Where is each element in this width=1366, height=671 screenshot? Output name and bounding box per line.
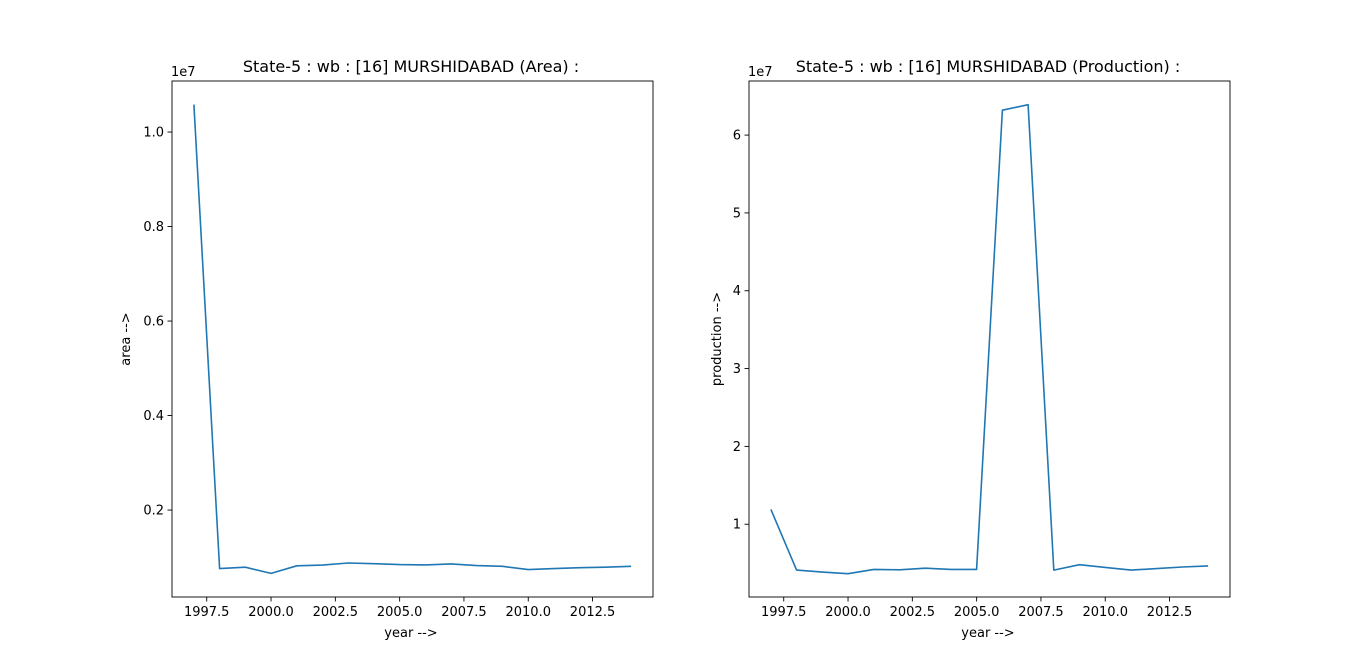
x-tick-label: 1997.5 bbox=[761, 605, 807, 620]
y-tick-label: 0.2 bbox=[143, 504, 164, 519]
y-tick-label: 6 bbox=[733, 129, 741, 144]
production-chart: State-5 : wb : [16] MURSHIDABAD (Product… bbox=[710, 57, 1231, 641]
x-tick-label: 2000.0 bbox=[825, 605, 871, 620]
x-tick-label: 2002.5 bbox=[313, 605, 359, 620]
chart-title: State-5 : wb : [16] MURSHIDABAD (Product… bbox=[796, 57, 1181, 76]
x-tick-label: 2010.0 bbox=[505, 605, 551, 620]
plot-frame bbox=[171, 80, 654, 598]
y-tick-label: 1 bbox=[733, 518, 741, 533]
area-chart: State-5 : wb : [16] MURSHIDABAD (Area) :… bbox=[119, 57, 654, 641]
plot-frame bbox=[748, 80, 1231, 598]
series-line-0 bbox=[193, 104, 632, 575]
y-tick-label: 2 bbox=[733, 440, 741, 455]
x-tick-label: 2012.5 bbox=[1147, 605, 1193, 620]
y-tick-label: 0.4 bbox=[143, 409, 164, 424]
y-axis-label: area --> bbox=[119, 312, 134, 365]
x-tick-label: 2002.5 bbox=[890, 605, 936, 620]
y-offset-text: 1e7 bbox=[171, 65, 196, 80]
y-tick-label: 0.6 bbox=[143, 315, 164, 330]
x-tick-label: 2000.0 bbox=[248, 605, 294, 620]
x-tick-label: 2012.5 bbox=[570, 605, 616, 620]
y-offset-text: 1e7 bbox=[748, 65, 773, 80]
x-axis-label: year --> bbox=[961, 626, 1014, 641]
y-axis-label: production --> bbox=[710, 292, 725, 386]
y-tick-label: 3 bbox=[733, 362, 741, 377]
x-tick-label: 2010.0 bbox=[1082, 605, 1128, 620]
chart-title: State-5 : wb : [16] MURSHIDABAD (Area) : bbox=[243, 57, 579, 76]
x-axis-label: year --> bbox=[384, 626, 437, 641]
x-tick-label: 2005.0 bbox=[954, 605, 1000, 620]
x-tick-label: 2007.5 bbox=[1018, 605, 1064, 620]
x-tick-label: 2005.0 bbox=[377, 605, 423, 620]
series-line-0 bbox=[770, 103, 1209, 575]
x-tick-label: 2007.5 bbox=[441, 605, 487, 620]
y-tick-label: 0.8 bbox=[143, 220, 164, 235]
y-tick-label: 4 bbox=[733, 284, 741, 299]
y-tick-label: 5 bbox=[733, 206, 741, 221]
y-tick-label: 1.0 bbox=[143, 126, 164, 141]
x-tick-label: 1997.5 bbox=[184, 605, 230, 620]
